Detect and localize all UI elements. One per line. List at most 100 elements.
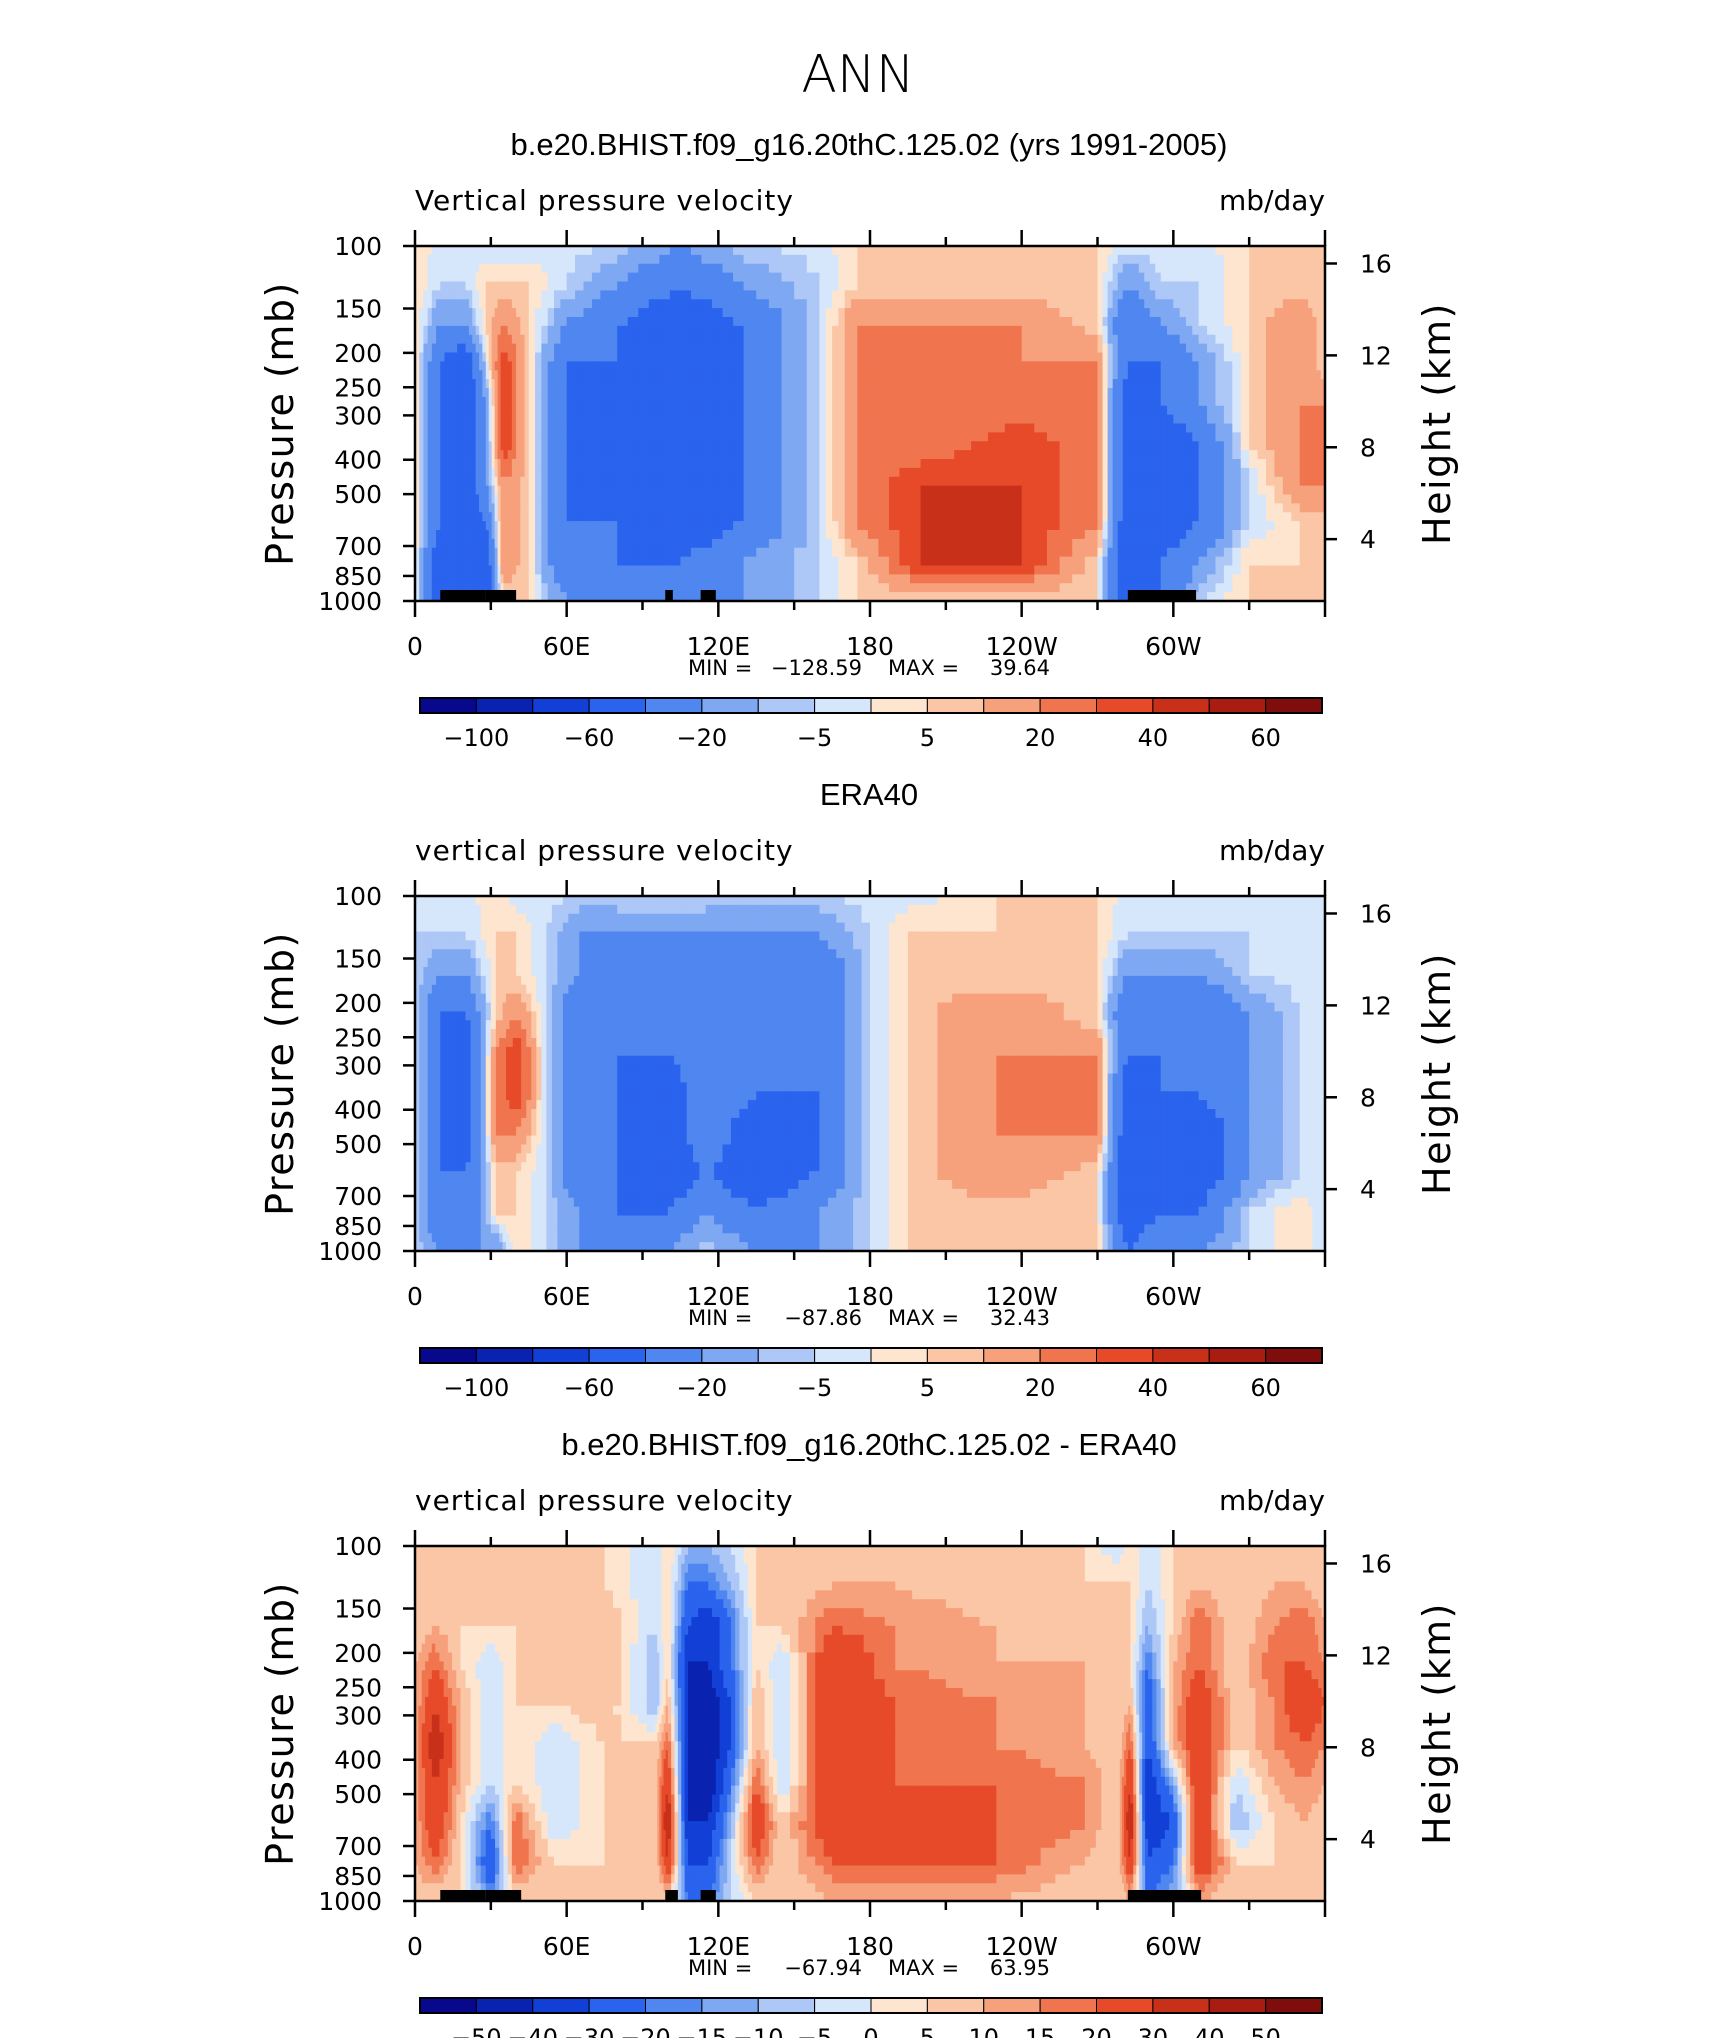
contour-cell xyxy=(1123,512,1129,521)
contour-cell xyxy=(1085,459,1098,468)
contour-cell xyxy=(1249,486,1258,495)
contour-cell xyxy=(649,574,660,583)
colorbar-label: 40 xyxy=(1138,724,1169,752)
contour-cell xyxy=(1123,397,1129,406)
contour-cell xyxy=(769,282,782,291)
contour-cell xyxy=(1249,548,1258,557)
contour-cell xyxy=(1128,566,1134,575)
contour-cell xyxy=(560,424,567,433)
contour-cell xyxy=(769,486,782,495)
contour-cell xyxy=(851,441,858,450)
contour-cell xyxy=(1072,344,1085,353)
contour-cell xyxy=(857,317,868,326)
contour-cell xyxy=(1167,415,1174,424)
contour-cell xyxy=(889,566,900,575)
contour-cell xyxy=(971,273,988,282)
contour-cell xyxy=(1060,397,1073,406)
contour-cell xyxy=(733,370,744,379)
contour-cell xyxy=(921,477,938,486)
contour-cell xyxy=(889,282,900,291)
contour-cell xyxy=(712,282,723,291)
contour-cell xyxy=(1249,379,1258,388)
contour-cell xyxy=(1133,459,1139,468)
contour-cell xyxy=(937,353,954,362)
contour-cell xyxy=(712,370,723,379)
contour-cell xyxy=(794,282,807,291)
contour-cell xyxy=(838,441,845,450)
contour-cell xyxy=(584,379,593,388)
contour-cell xyxy=(1167,424,1174,433)
contour-cell xyxy=(819,273,826,282)
contour-cell xyxy=(461,353,466,362)
contour-cell xyxy=(520,388,525,397)
contour-cell xyxy=(1224,344,1233,353)
contour-cell xyxy=(838,486,845,495)
contour-cell xyxy=(723,406,734,415)
contour-cell xyxy=(659,424,670,433)
contour-cell xyxy=(1103,282,1109,291)
contour-cell xyxy=(1274,344,1283,353)
contour-cell xyxy=(889,557,900,566)
contour-cell xyxy=(1180,299,1187,308)
contour-cell xyxy=(535,574,542,583)
contour-cell xyxy=(782,273,795,282)
contour-cell xyxy=(723,335,734,344)
contour-cell xyxy=(1161,353,1168,362)
contour-cell xyxy=(453,486,458,495)
contour-cell xyxy=(1249,503,1258,512)
contour-cell xyxy=(1215,335,1224,344)
contour-cell xyxy=(1144,308,1150,317)
contour-cell xyxy=(1207,530,1216,539)
contour-cell xyxy=(878,379,889,388)
contour-cell xyxy=(453,308,458,317)
contour-cell xyxy=(567,574,576,583)
contour-cell xyxy=(889,317,900,326)
contour-cell xyxy=(609,459,618,468)
contour-cell xyxy=(1085,424,1098,433)
contour-cell xyxy=(921,557,938,566)
contour-cell xyxy=(638,344,649,353)
contour-cell xyxy=(857,290,868,299)
contour-cell xyxy=(954,317,971,326)
contour-cell xyxy=(851,361,858,370)
contour-cell xyxy=(1224,521,1233,530)
contour-cell xyxy=(548,264,555,273)
contour-cell xyxy=(449,441,454,450)
contour-cell xyxy=(575,459,584,468)
contour-cell xyxy=(548,353,555,362)
contour-cell xyxy=(1133,477,1139,486)
contour-cell xyxy=(971,459,988,468)
contour-cell xyxy=(503,548,508,557)
contour-cell xyxy=(584,290,593,299)
contour-cell xyxy=(899,299,910,308)
contour-cell xyxy=(1300,255,1305,264)
contour-cell xyxy=(649,424,660,433)
contour-cell xyxy=(733,353,744,362)
contour-cell xyxy=(548,566,555,575)
units-label: mb/day xyxy=(1219,834,1325,867)
contour-cell xyxy=(988,326,1005,335)
contour-cell xyxy=(845,574,852,583)
contour-cell xyxy=(851,459,858,468)
contour-cell xyxy=(1308,566,1313,575)
contour-cell xyxy=(508,415,513,424)
contour-cell xyxy=(1186,459,1193,468)
contour-cell xyxy=(1266,246,1275,255)
contour-cell xyxy=(1249,335,1258,344)
contour-cell xyxy=(461,495,466,504)
contour-cell xyxy=(1155,264,1161,273)
contour-cell xyxy=(1072,273,1085,282)
contour-cell xyxy=(649,388,660,397)
contour-cell xyxy=(670,512,681,521)
contour-cell xyxy=(1258,459,1267,468)
contour-cell xyxy=(1224,450,1233,459)
contour-cell xyxy=(733,326,744,335)
contour-cell xyxy=(1005,317,1022,326)
contour-cell xyxy=(701,388,712,397)
contour-cell xyxy=(503,477,508,486)
contour-cell xyxy=(512,477,517,486)
contour-cell xyxy=(600,557,609,566)
contour-cell xyxy=(1123,424,1129,433)
contour-cell xyxy=(444,566,449,575)
